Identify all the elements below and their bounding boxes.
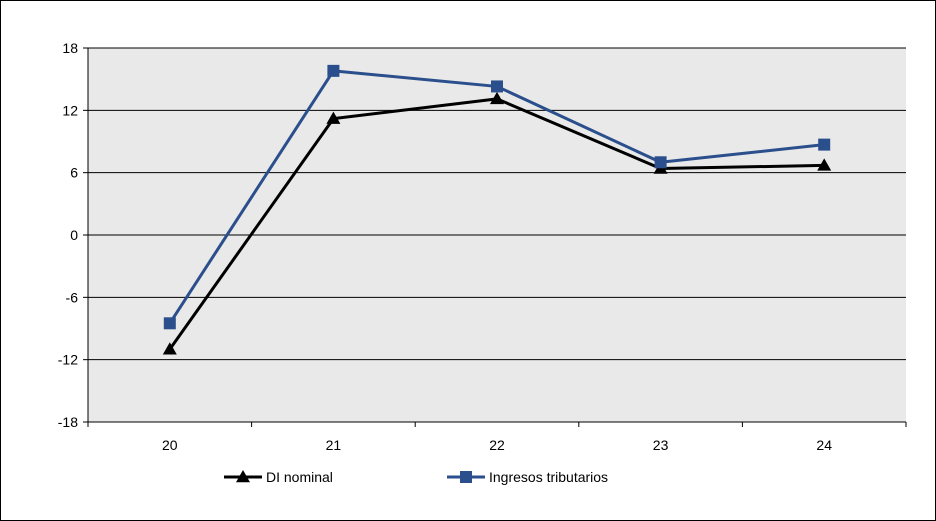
y-tick-label: 12	[62, 102, 78, 118]
data-point	[327, 64, 340, 77]
x-tick-label: 21	[326, 437, 342, 453]
data-point	[326, 111, 341, 124]
legend-label: DI nominal	[266, 469, 333, 485]
y-tick-label: -12	[58, 352, 78, 368]
data-point	[654, 156, 667, 169]
data-point	[817, 158, 832, 171]
y-tick-label: 6	[70, 165, 78, 181]
legend-marker	[236, 470, 250, 483]
x-tick-label: 23	[653, 437, 669, 453]
data-point	[491, 80, 503, 93]
legend-item: DI nominal	[224, 469, 333, 485]
series-ingresos-tributarios	[163, 64, 831, 330]
x-tick-label: 22	[489, 437, 505, 453]
x-tick-label: 24	[816, 437, 832, 453]
x-tick-label: 20	[162, 437, 178, 453]
legend-marker	[460, 471, 472, 483]
data-point	[163, 317, 176, 330]
y-tick-label: 18	[62, 40, 78, 56]
legend-item: Ingresos tributarios	[447, 469, 608, 485]
data-point	[162, 342, 177, 355]
y-tick-label: -18	[58, 414, 78, 430]
data-point	[818, 138, 831, 151]
y-tick-label: -6	[66, 289, 79, 305]
legend-label: Ingresos tributarios	[489, 469, 608, 485]
y-tick-label: 0	[70, 227, 78, 243]
data-point	[490, 91, 504, 105]
